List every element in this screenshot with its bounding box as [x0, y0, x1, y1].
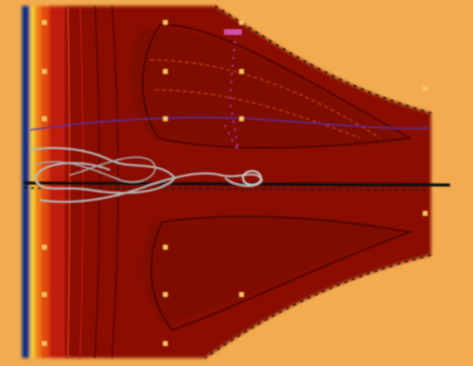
grid-marker — [41, 68, 47, 74]
grid-marker — [239, 116, 245, 122]
contour-line — [67, 5, 71, 359]
grid-marker — [162, 68, 168, 74]
grid-markers — [41, 19, 428, 347]
trajectory-endpoint — [242, 170, 262, 186]
grid-marker — [41, 19, 47, 25]
grid-marker — [41, 116, 47, 122]
grid-marker — [239, 19, 245, 25]
center-axis-dotted — [23, 187, 431, 191]
contour-loop-upper — [142, 24, 412, 149]
grid-marker — [162, 244, 168, 250]
chart-title — [120, 0, 380, 8]
trajectory-purple-dots — [224, 31, 239, 151]
trajectory-grey — [34, 156, 156, 183]
grid-marker — [41, 341, 47, 347]
trajectory-grey — [29, 147, 177, 194]
grid-marker — [41, 292, 47, 298]
grid-marker — [422, 210, 428, 216]
boundary-upper — [214, 5, 432, 114]
contour-loop-lower — [150, 215, 413, 331]
region-lower-lobe — [142, 216, 406, 325]
boundary-lower — [204, 254, 432, 359]
contour-line — [111, 5, 119, 359]
grid-marker — [239, 68, 245, 74]
grid-marker — [162, 292, 168, 298]
annotation-blob — [224, 29, 242, 35]
contour-dashed — [149, 59, 381, 139]
trajectory-purple — [29, 117, 431, 131]
grid-marker — [162, 116, 168, 122]
contour-line — [79, 5, 84, 359]
grid-marker — [239, 292, 245, 298]
grid-marker — [41, 244, 47, 250]
grid-marker — [422, 85, 428, 91]
grid-marker — [162, 341, 168, 347]
contour-line — [94, 5, 100, 359]
grid-marker — [162, 19, 168, 25]
